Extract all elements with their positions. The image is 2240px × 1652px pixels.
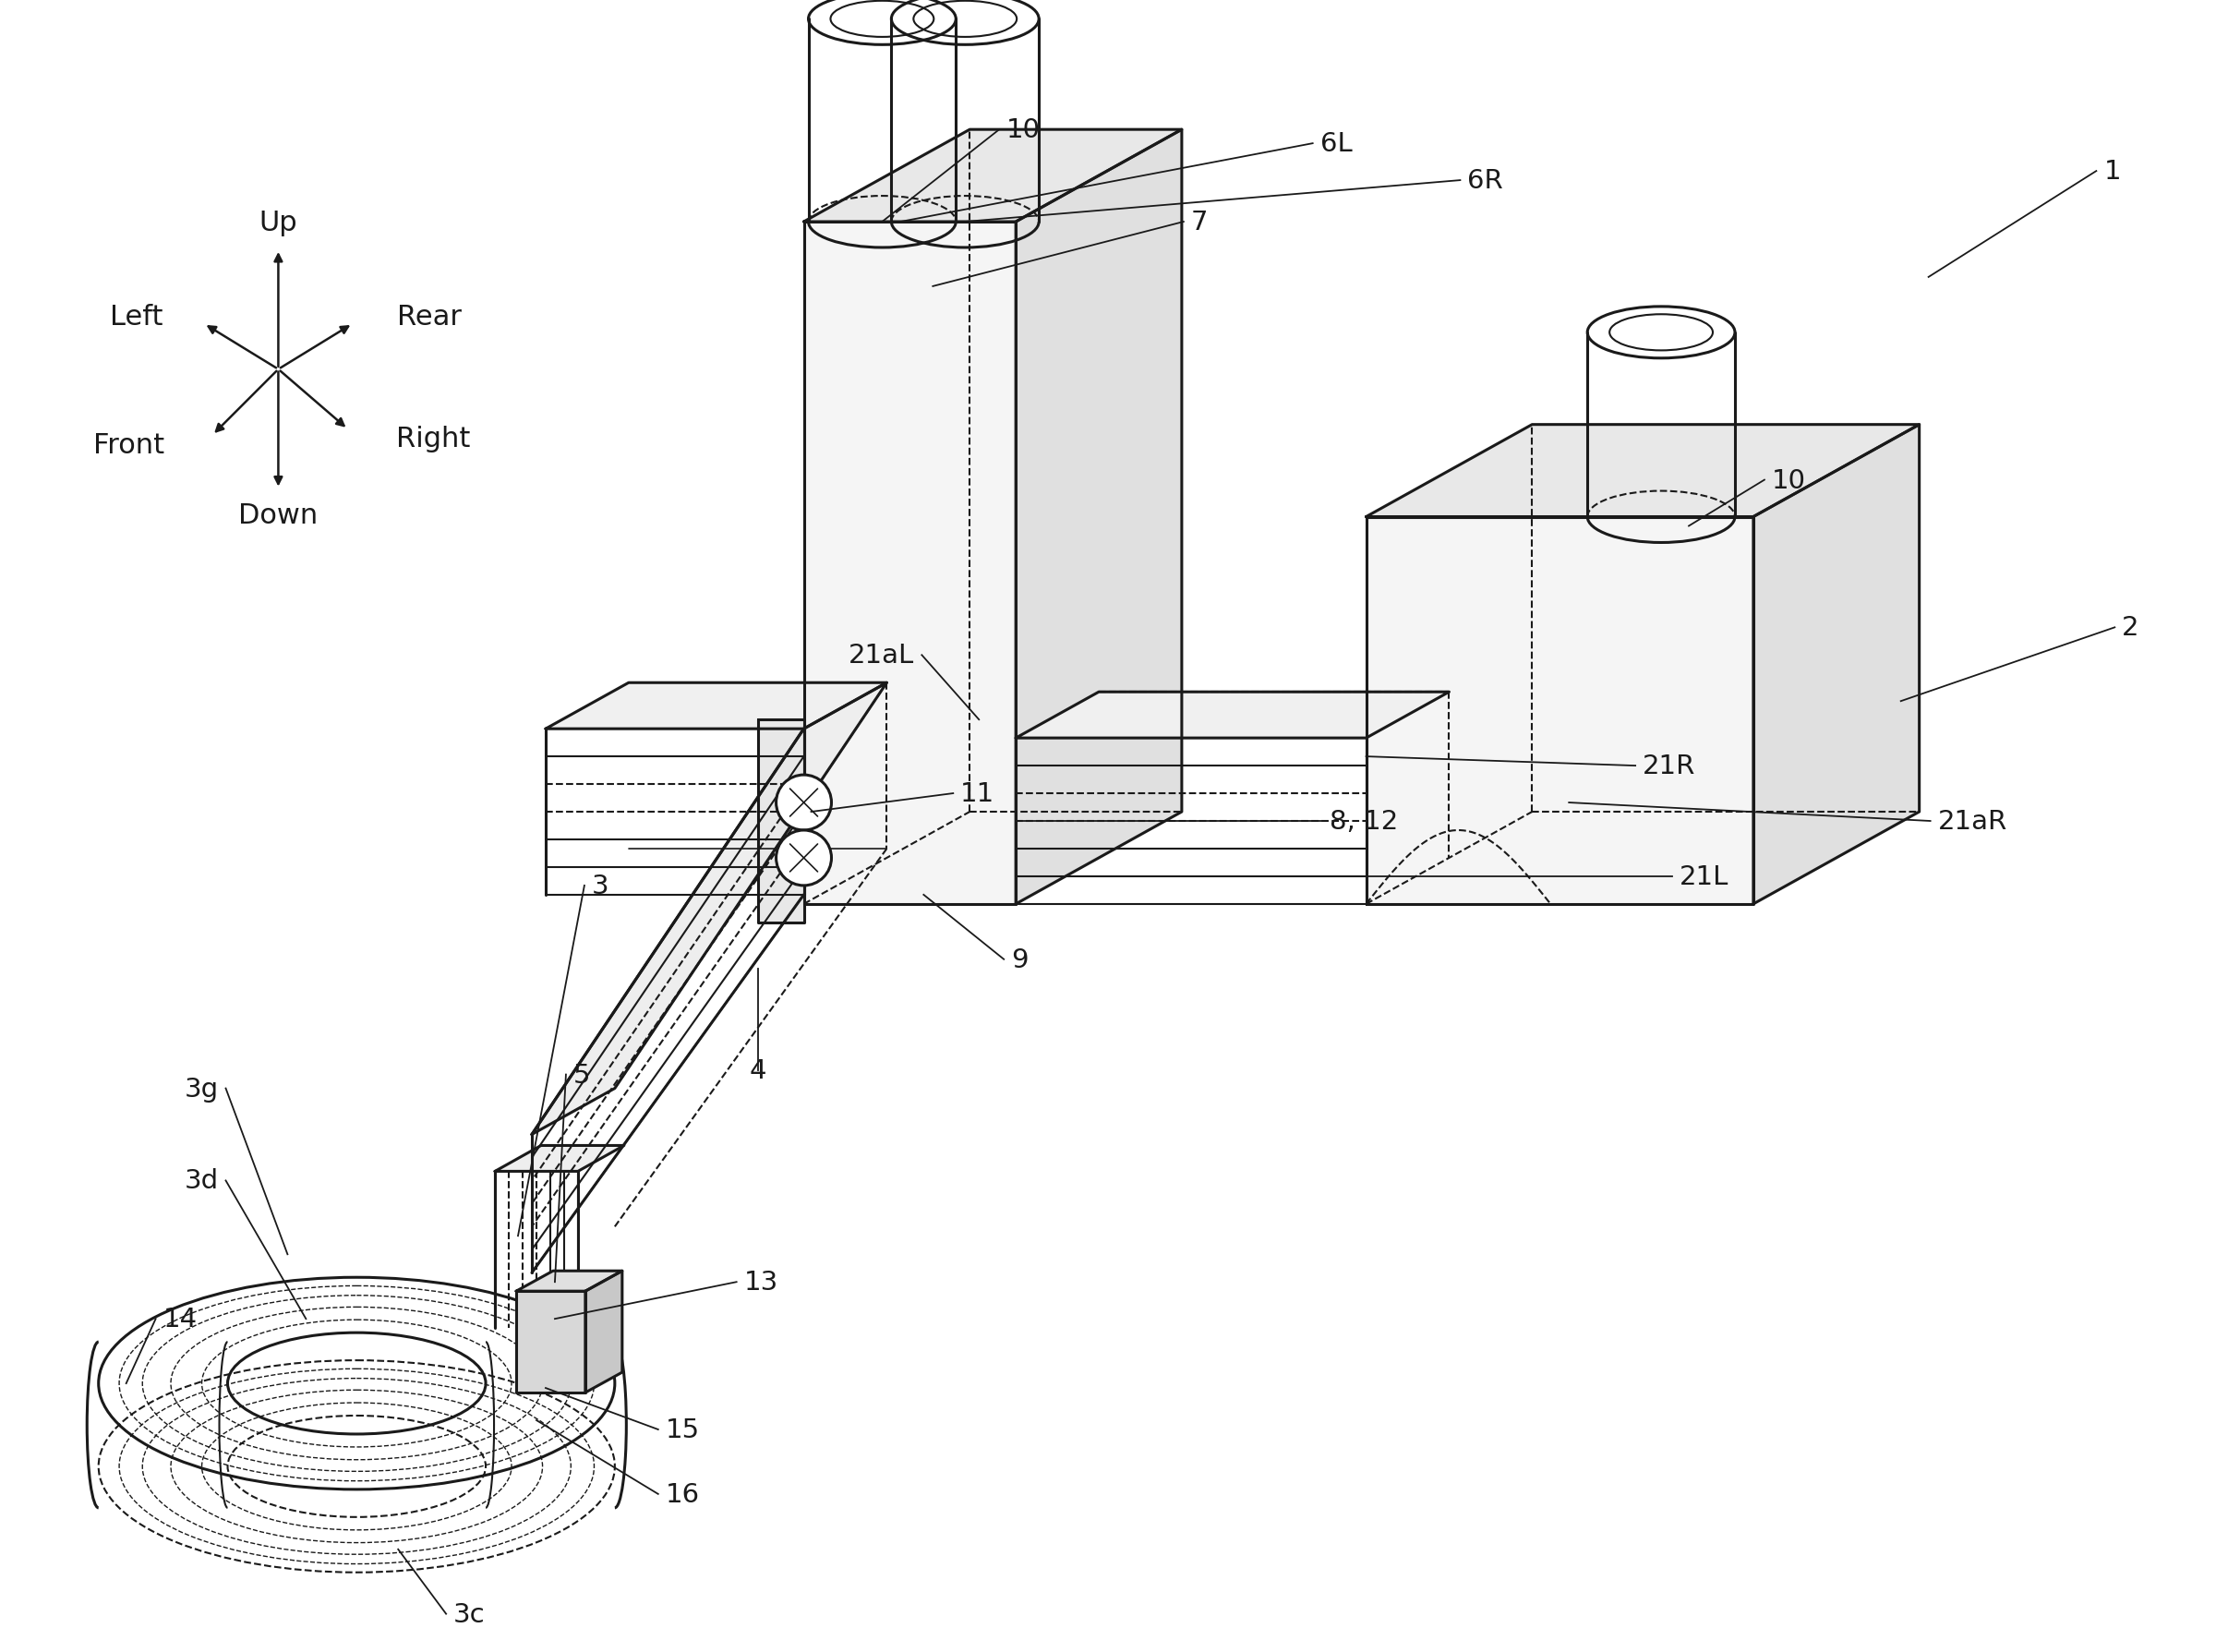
Text: 3: 3	[591, 872, 609, 899]
Text: 21aR: 21aR	[1938, 808, 2007, 834]
Text: 3d: 3d	[184, 1168, 217, 1194]
Text: 13: 13	[744, 1269, 777, 1295]
Text: 3c: 3c	[452, 1601, 486, 1627]
Text: 16: 16	[665, 1482, 699, 1507]
Text: 4: 4	[748, 1057, 766, 1084]
Text: 9: 9	[1010, 947, 1028, 973]
Text: 21aL: 21aL	[849, 643, 914, 669]
Polygon shape	[804, 131, 1183, 223]
Text: 11: 11	[961, 781, 995, 806]
Polygon shape	[804, 223, 1015, 904]
Text: 6L: 6L	[1319, 131, 1353, 157]
Text: 15: 15	[665, 1417, 699, 1442]
Text: Right: Right	[396, 426, 470, 453]
Text: 10: 10	[1772, 468, 1805, 494]
Text: 6R: 6R	[1467, 169, 1503, 193]
Polygon shape	[495, 1146, 625, 1171]
Circle shape	[775, 831, 831, 885]
Polygon shape	[1015, 131, 1183, 904]
Text: Left: Left	[110, 304, 164, 330]
Text: Down: Down	[237, 502, 318, 529]
Polygon shape	[547, 684, 887, 729]
Text: Front: Front	[94, 431, 164, 458]
Text: 21L: 21L	[1680, 864, 1729, 889]
Text: 5: 5	[573, 1062, 591, 1087]
Polygon shape	[585, 1270, 623, 1393]
Polygon shape	[1015, 692, 1449, 738]
Polygon shape	[757, 720, 804, 923]
Polygon shape	[515, 1292, 585, 1393]
Text: Up: Up	[260, 210, 298, 236]
Text: 3g: 3g	[184, 1075, 217, 1102]
Text: Rear: Rear	[396, 304, 461, 330]
Circle shape	[775, 775, 831, 831]
Text: 8, 12: 8, 12	[1328, 808, 1398, 834]
Polygon shape	[1366, 425, 1920, 517]
Text: 10: 10	[1006, 117, 1042, 144]
Polygon shape	[531, 684, 887, 1135]
Text: 14: 14	[164, 1307, 197, 1332]
Polygon shape	[1366, 517, 1754, 904]
Polygon shape	[515, 1270, 623, 1292]
Polygon shape	[1754, 425, 1920, 904]
Text: 1: 1	[2103, 159, 2121, 185]
Text: 2: 2	[2121, 615, 2139, 641]
Text: 7: 7	[1192, 210, 1207, 235]
Text: 21R: 21R	[1642, 753, 1696, 780]
